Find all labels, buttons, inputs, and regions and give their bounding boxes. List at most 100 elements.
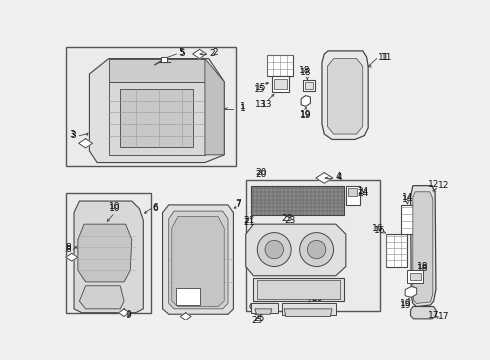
Polygon shape [163, 205, 233, 314]
Text: 24: 24 [357, 187, 368, 196]
Bar [245, 180, 380, 311]
Text: 10: 10 [109, 204, 121, 213]
Text: 18: 18 [300, 68, 312, 77]
Text: 22: 22 [282, 287, 294, 296]
Text: 5: 5 [179, 49, 185, 58]
Bar [251, 186, 343, 215]
Text: 17: 17 [438, 312, 449, 321]
Text: 14: 14 [402, 195, 413, 204]
Text: 7: 7 [235, 201, 241, 210]
Polygon shape [89, 59, 224, 163]
Text: 23: 23 [284, 216, 295, 225]
Polygon shape [411, 186, 436, 306]
Text: 2: 2 [212, 48, 218, 57]
Bar [401, 205, 423, 234]
Polygon shape [119, 309, 129, 316]
Text: 12: 12 [438, 181, 449, 190]
Text: 8: 8 [66, 243, 72, 252]
Bar [274, 78, 287, 89]
Bar [272, 76, 289, 92]
Text: 18: 18 [299, 66, 311, 75]
Text: 21: 21 [243, 218, 254, 227]
Polygon shape [109, 82, 205, 155]
Text: 6: 6 [152, 204, 158, 213]
Bar [282, 303, 336, 315]
Text: 19: 19 [400, 299, 412, 308]
Text: 17: 17 [427, 311, 439, 320]
Polygon shape [411, 306, 437, 319]
Text: 9: 9 [125, 310, 131, 319]
Polygon shape [413, 192, 433, 303]
Text: 18: 18 [417, 262, 429, 271]
Text: 12: 12 [428, 180, 439, 189]
Bar [303, 80, 315, 91]
Polygon shape [327, 59, 363, 134]
Polygon shape [301, 95, 311, 106]
Text: 9: 9 [125, 311, 131, 320]
Circle shape [265, 240, 283, 259]
Text: 20: 20 [255, 168, 267, 177]
Text: 18: 18 [417, 264, 429, 273]
Text: 22: 22 [288, 282, 299, 291]
Polygon shape [120, 89, 194, 147]
Text: 26: 26 [311, 293, 322, 302]
Bar [161, 57, 167, 62]
Text: 3: 3 [71, 131, 76, 140]
Text: 22: 22 [272, 284, 284, 293]
Circle shape [307, 240, 326, 259]
Polygon shape [316, 172, 333, 183]
Bar [386, 234, 408, 266]
Text: 25: 25 [251, 316, 263, 325]
Text: 19: 19 [300, 111, 312, 120]
Text: 20: 20 [255, 170, 267, 179]
Text: 2: 2 [210, 49, 216, 58]
Bar [305, 82, 313, 89]
Polygon shape [245, 224, 346, 276]
Bar [66, 193, 151, 313]
Bar [66, 47, 236, 166]
Bar [348, 188, 357, 195]
Polygon shape [66, 253, 78, 261]
Text: 5: 5 [178, 48, 184, 57]
Text: 16: 16 [374, 226, 386, 235]
Text: 15: 15 [255, 84, 267, 93]
Polygon shape [193, 49, 206, 59]
Text: 22: 22 [272, 284, 284, 293]
Text: 13: 13 [261, 100, 272, 109]
Text: 10: 10 [109, 202, 121, 211]
Polygon shape [172, 216, 224, 306]
Polygon shape [249, 303, 278, 313]
Text: 7: 7 [235, 199, 241, 208]
Text: 4: 4 [335, 172, 341, 181]
Text: 4: 4 [337, 174, 343, 183]
Circle shape [257, 233, 291, 266]
Text: 26: 26 [311, 293, 322, 302]
Text: 6: 6 [152, 203, 158, 212]
Text: 21: 21 [243, 216, 254, 225]
Bar [346, 186, 360, 205]
Polygon shape [255, 309, 272, 314]
Polygon shape [74, 201, 143, 313]
Polygon shape [284, 309, 332, 316]
Text: 1: 1 [240, 104, 245, 113]
Polygon shape [109, 59, 205, 82]
Polygon shape [322, 51, 368, 139]
Bar [408, 270, 423, 283]
Polygon shape [180, 313, 191, 320]
Text: 25: 25 [253, 314, 265, 323]
Polygon shape [79, 286, 124, 309]
Text: 11: 11 [378, 53, 390, 62]
Polygon shape [205, 59, 224, 155]
Bar [257, 280, 341, 299]
Bar [176, 288, 199, 305]
Text: 8: 8 [66, 245, 72, 254]
Text: 19: 19 [300, 109, 312, 118]
Bar [253, 278, 343, 301]
Text: 3: 3 [69, 130, 74, 139]
Text: 15: 15 [254, 85, 266, 94]
Text: 23: 23 [282, 214, 293, 223]
Text: 13: 13 [255, 100, 267, 109]
Bar [267, 55, 294, 76]
Polygon shape [169, 211, 228, 309]
Polygon shape [405, 287, 416, 297]
